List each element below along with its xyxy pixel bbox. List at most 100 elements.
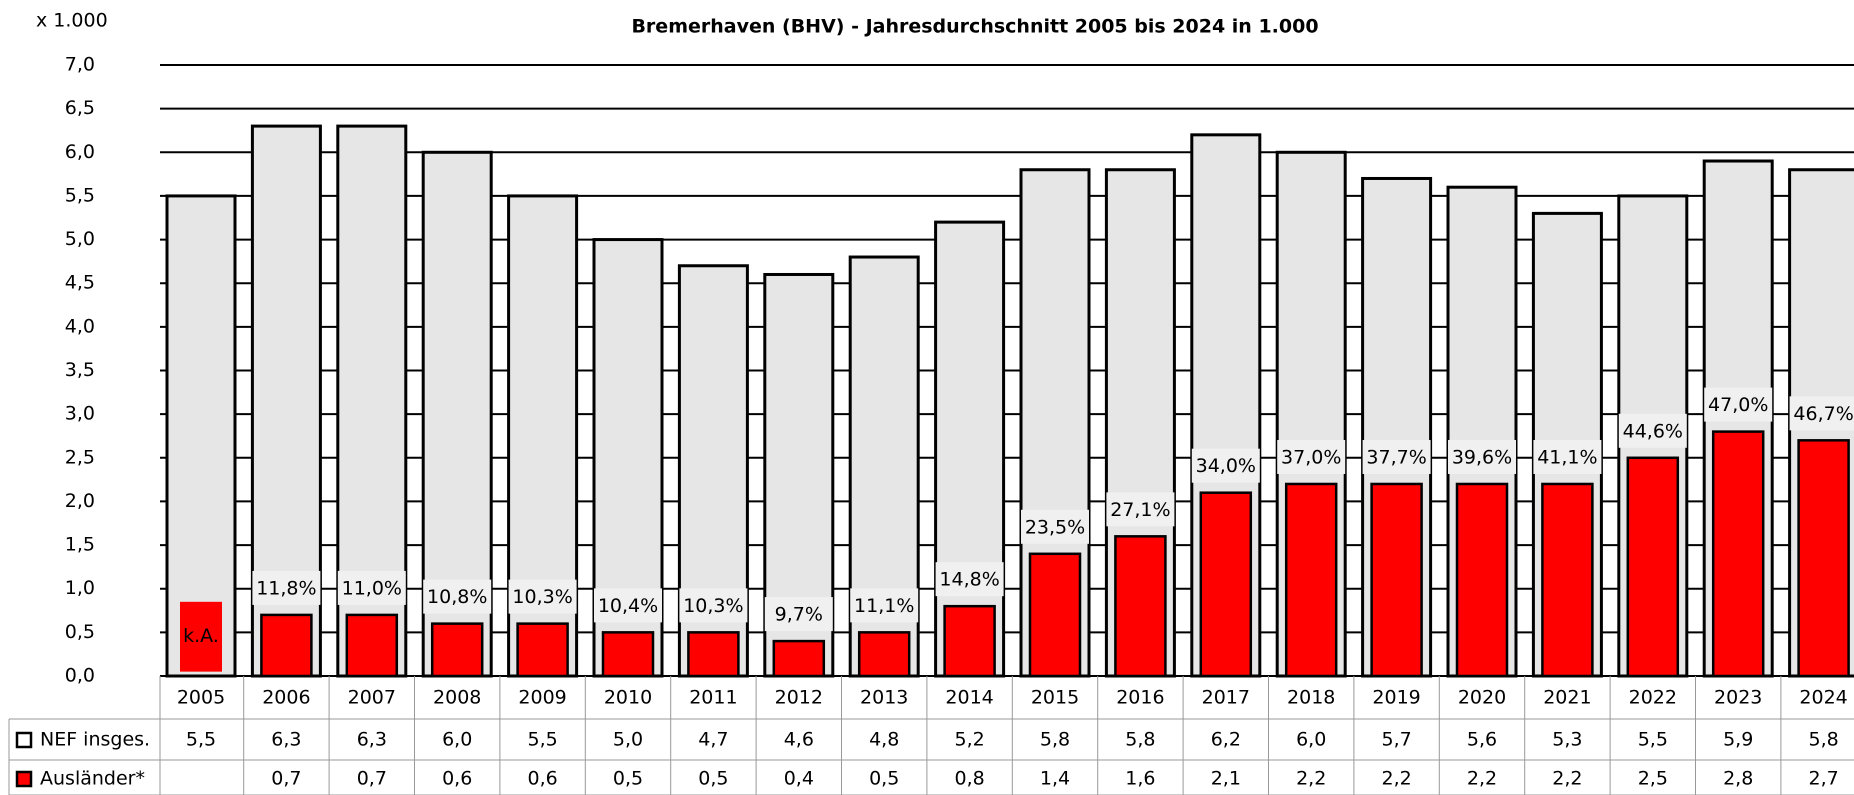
legend-label: Ausländer* [40,768,145,790]
share-label-bg [1618,413,1687,448]
y-tick-label: 0,5 [65,621,95,643]
bar [1541,482,1594,678]
table-cell: 5,3 [1552,729,1582,751]
table-cell: 6,2 [1211,729,1241,751]
table-cell: 6,0 [1296,729,1326,751]
table-cell: 6,0 [442,729,472,751]
table-cell: 5,6 [1467,729,1497,751]
bar [943,604,996,678]
share-label: 14,8% [939,569,999,591]
share-label: 10,3% [683,595,743,617]
table-cell: 5,7 [1381,729,1411,751]
table-cell: 5,5 [527,729,557,751]
share-label-bg [337,570,406,605]
share-label-bg [1362,439,1431,474]
y-tick-label: 3,0 [65,403,95,425]
table-cell: 2,2 [1552,768,1582,790]
y-tick-label: 0,0 [65,665,95,687]
share-label: 11,0% [342,577,402,599]
share-label-bg [594,588,662,623]
table-cell: 0,5 [613,768,643,790]
y-tick-label: 3,5 [65,359,95,381]
share-label-bg [1789,396,1854,431]
table-cell: 5,8 [1808,729,1838,751]
x-tick-label: 2022 [1629,687,1677,709]
share-label-bg [1277,439,1346,474]
bar [1626,456,1680,678]
table-cell: 4,7 [698,729,728,751]
table-cell: 5,2 [954,729,984,751]
share-label: 41,1% [1537,446,1597,468]
table-cell: 6,3 [271,729,301,751]
bar [165,194,237,678]
share-label-bg [1191,448,1260,483]
table-cell: 4,6 [784,729,814,751]
share-label: 37,7% [1366,446,1426,468]
x-tick-label: 2017 [1202,687,1250,709]
share-label-bg [935,562,1004,597]
table-cell: 5,9 [1723,729,1753,751]
legend-swatch [15,731,33,749]
x-tick-label: 2021 [1543,687,1591,709]
x-tick-label: 2023 [1714,687,1762,709]
share-label: 23,5% [1025,516,1085,538]
share-label-bg [1533,439,1602,474]
bar [260,613,313,678]
share-label: 47,0% [1708,394,1768,416]
bar [1797,439,1850,678]
y-tick-label: 5,5 [65,184,95,206]
bar [516,622,569,678]
y-tick-label: 6,0 [65,141,95,163]
bar [687,631,740,678]
na-box [180,601,222,672]
bar [1114,535,1167,678]
share-label: 11,8% [256,577,316,599]
x-tick-label: 2014 [945,687,993,709]
share-label: 27,1% [1110,499,1170,521]
legend-label: NEF insges. [40,729,150,751]
y-tick-label: 1,0 [65,577,95,599]
table-cell: 0,7 [357,768,387,790]
bar [345,613,399,678]
bar [430,622,484,678]
share-label-bg [1704,387,1773,422]
bar [1284,482,1338,678]
share-label: 37,0% [1281,446,1341,468]
x-tick-label: 2007 [348,687,396,709]
share-label-bg [1021,509,1089,544]
bar [1711,430,1765,678]
table-cell: 2,2 [1467,768,1497,790]
x-tick-label: 2011 [689,687,737,709]
bar [857,631,911,678]
table-cell: 5,5 [1638,729,1668,751]
share-label: 10,4% [598,595,658,617]
share-label: 39,6% [1452,446,1512,468]
y-tick-label: 7,0 [65,54,95,76]
table-cell: 6,3 [357,729,387,751]
y-unit-label: x 1.000 [36,10,108,32]
table-cell: 5,5 [186,729,216,751]
share-label-bg [508,579,577,614]
x-tick-label: 2009 [518,687,566,709]
table-cell: 1,4 [1040,768,1070,790]
share-label: 9,7% [775,604,823,626]
table-cell: 5,8 [1125,729,1155,751]
x-tick-label: 2019 [1372,687,1420,709]
share-label: 44,6% [1623,420,1683,442]
table-cell: 2,7 [1808,768,1838,790]
bar [934,220,1006,678]
x-tick-label: 2006 [262,687,310,709]
share-label-bg [252,570,321,605]
na-label: k.A. [183,625,219,647]
x-tick-label: 2024 [1799,687,1847,709]
share-label: 11,1% [854,595,914,617]
bar [601,631,655,678]
y-tick-label: 4,5 [65,272,95,294]
table-cell: 0,6 [442,768,472,790]
x-tick-label: 2015 [1031,687,1079,709]
y-tick-label: 2,0 [65,490,95,512]
table-cell: 0,5 [869,768,899,790]
x-tick-label: 2020 [1458,687,1506,709]
table-cell: 5,8 [1040,729,1070,751]
